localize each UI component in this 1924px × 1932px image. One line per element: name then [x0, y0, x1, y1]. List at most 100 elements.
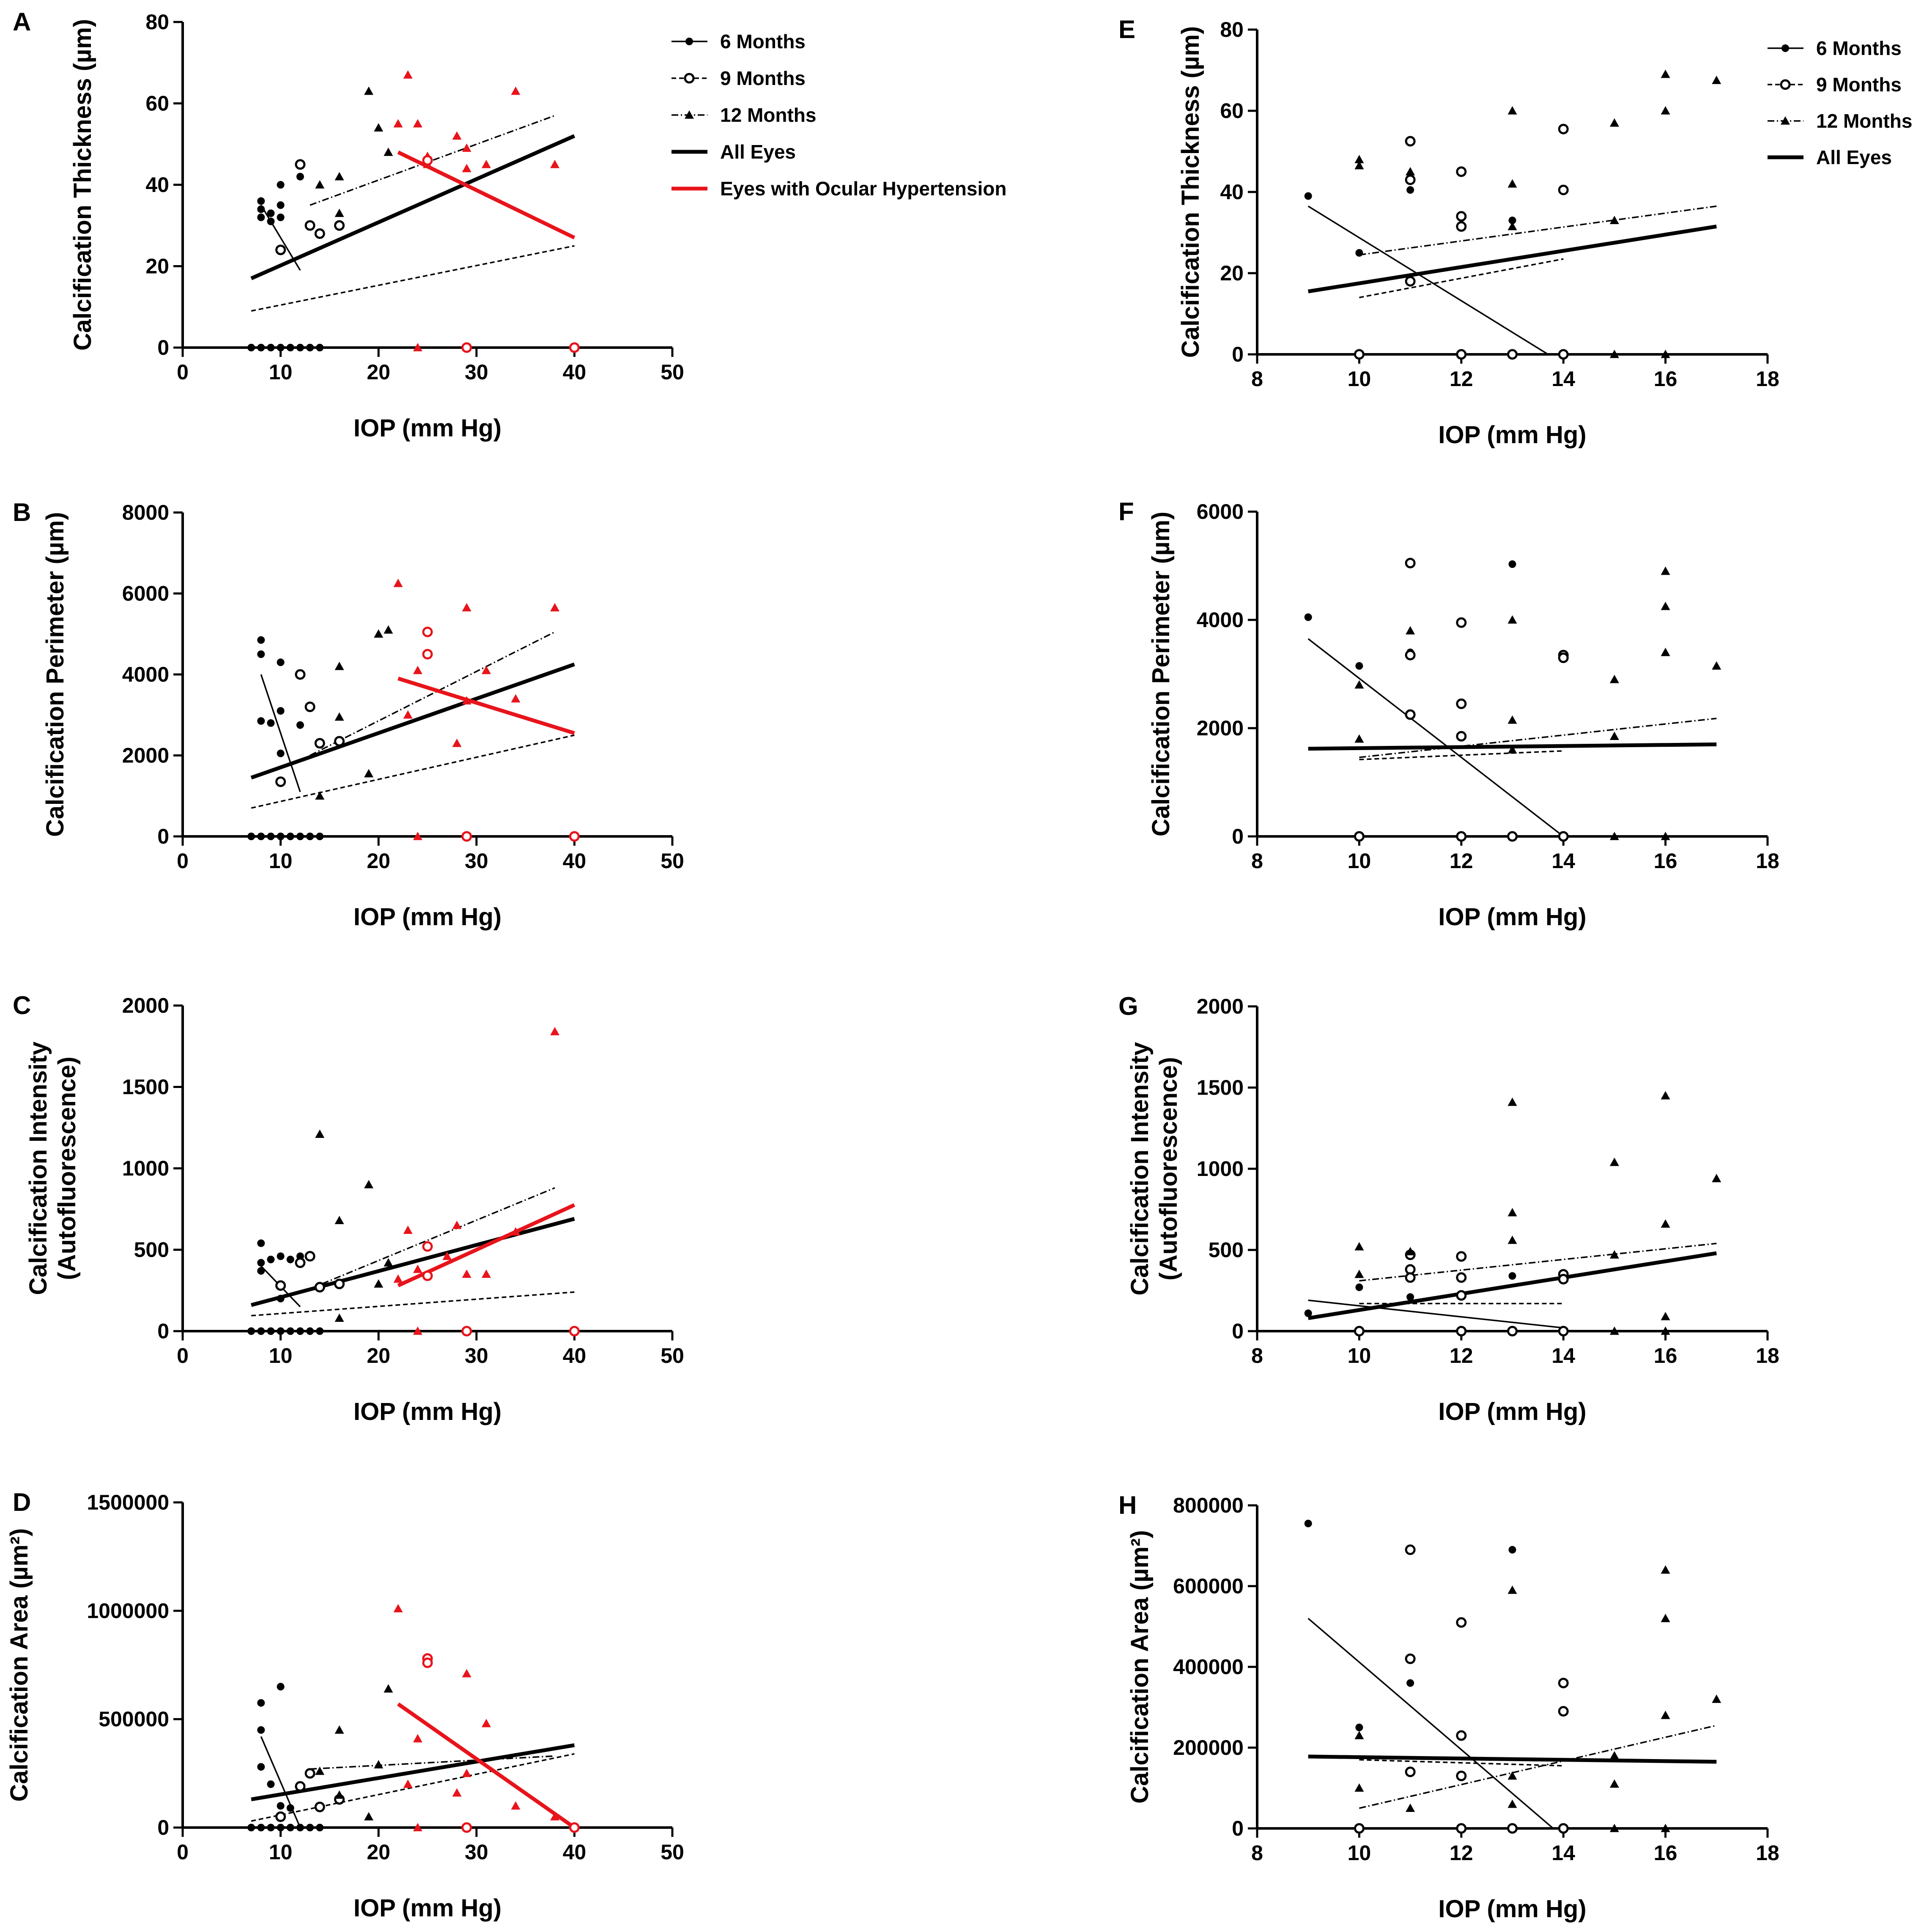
data-point [277, 201, 285, 209]
data-point [1507, 615, 1517, 624]
data-point [257, 1726, 265, 1734]
series-ocular-hypertension [422, 155, 580, 353]
data-point [1609, 1751, 1619, 1759]
series-ocular-hypertension [422, 1241, 580, 1337]
data-point [1661, 1824, 1670, 1832]
y-axis-label-line: Calcification Thickness (µm) [69, 19, 96, 351]
regression-line-6-months [260, 674, 301, 792]
data-point [403, 1779, 413, 1788]
x-tick-label: 12 [1450, 367, 1473, 391]
data-point [1456, 1823, 1467, 1834]
data-point [1456, 1290, 1467, 1301]
y-tick-label: 80 [145, 10, 169, 34]
y-tick-label: 0 [1232, 1817, 1244, 1840]
legend-marker [1781, 44, 1789, 52]
data-point [315, 180, 325, 189]
regression-line-9-months [251, 245, 575, 312]
series-9-months [1354, 1544, 1569, 1834]
data-point [413, 1823, 422, 1831]
data-point [1661, 566, 1670, 575]
data-point [257, 1699, 265, 1707]
data-point [413, 343, 422, 351]
data-point [1609, 1157, 1619, 1166]
data-point [422, 626, 433, 637]
data-point [306, 1824, 314, 1831]
x-tick-label: 14 [1551, 367, 1575, 391]
legend-entry: All Eyes [671, 141, 796, 163]
y-tick-label: 1000 [1197, 1157, 1244, 1181]
data-point [1355, 1283, 1363, 1291]
y-tick-label: 1500000 [87, 1491, 169, 1514]
data-point [384, 1258, 393, 1267]
data-point [295, 1257, 306, 1268]
series-9-months [1354, 123, 1569, 360]
y-axis-label-line: Calcification Perimeter (µm) [41, 512, 69, 837]
legend-label: All Eyes [1816, 146, 1892, 168]
y-tick-label: 0 [1232, 1319, 1244, 1343]
x-axis-label: IOP (mm Hg) [1438, 1398, 1586, 1425]
data-point [257, 205, 265, 213]
data-point [1661, 1091, 1670, 1099]
y-axis-label: Calcification Perimeter (µm) [41, 512, 69, 837]
x-tick-label: 10 [269, 360, 293, 384]
data-point [1609, 1326, 1619, 1335]
data-point [1507, 349, 1518, 360]
data-point [257, 1763, 265, 1771]
y-tick-label: 0 [1232, 343, 1244, 366]
data-point [334, 1313, 344, 1322]
y-axis-label-line: Calcification Area (µm²) [5, 1528, 33, 1802]
regression-line-6-months [1307, 1618, 1554, 1829]
data-point [1508, 1546, 1516, 1554]
panel-letter: D [13, 1488, 31, 1516]
x-axis-label: IOP (mm Hg) [354, 414, 502, 442]
data-point [314, 1282, 325, 1293]
data-point [306, 833, 314, 840]
chart-panel-a: A 0 20 40 60 80 0 10 20 30 40 50 IOP (mm Hg) Calcific… [13, 8, 684, 442]
regression-line-9-months [251, 734, 575, 809]
data-point [277, 707, 285, 715]
x-tick-label: 40 [563, 1344, 587, 1367]
series-9-months [275, 1251, 345, 1293]
data-point [413, 119, 422, 128]
data-point [286, 1804, 294, 1812]
x-tick-label: 20 [367, 849, 390, 873]
legend-label: 6 Months [720, 30, 806, 52]
data-point [257, 1824, 265, 1831]
legend-label: Eyes with Ocular Hypertension [720, 178, 1006, 200]
legend-entry: 9 Months [671, 67, 806, 89]
legend-entry: 9 Months [1768, 74, 1902, 96]
data-point [295, 669, 306, 680]
series-12-months [1354, 1091, 1721, 1335]
data-point [1354, 831, 1365, 842]
data-point [316, 833, 324, 840]
y-tick-label: 80 [1220, 18, 1244, 41]
x-tick-label: 14 [1551, 1841, 1575, 1865]
data-point [1406, 167, 1415, 175]
data-point [247, 1327, 255, 1335]
data-point [1354, 161, 1364, 170]
x-tick-label: 14 [1551, 849, 1575, 873]
series-12-months [315, 625, 393, 800]
data-point [1507, 1097, 1517, 1106]
series-12-months [1354, 566, 1721, 840]
data-point [1405, 1544, 1416, 1555]
y-tick-label: 2000 [122, 994, 169, 1017]
legend-marker [685, 38, 693, 45]
x-tick-label: 18 [1756, 367, 1779, 391]
data-point [1304, 613, 1312, 621]
data-point [286, 1255, 294, 1263]
data-point [1406, 1247, 1415, 1255]
data-point [267, 217, 275, 225]
data-point [511, 1801, 521, 1810]
data-point [1609, 1824, 1619, 1832]
y-axis-label-line: (Autofluorescence) [1155, 1057, 1182, 1281]
series-ocular-hypertension [393, 578, 560, 840]
y-axis-label-line: Calcification Perimeter (µm) [1147, 512, 1175, 836]
data-point [334, 1278, 345, 1289]
chart-panel-b: B 0 2000 4000 6000 8000 0 10 20 30 40 50 IOP (mm Hg)… [13, 498, 684, 931]
data-point [277, 1802, 285, 1810]
data-point [257, 1327, 265, 1335]
data-point [296, 1327, 304, 1335]
data-point [1507, 831, 1518, 842]
x-axis-label: IOP (mm Hg) [354, 1894, 502, 1922]
